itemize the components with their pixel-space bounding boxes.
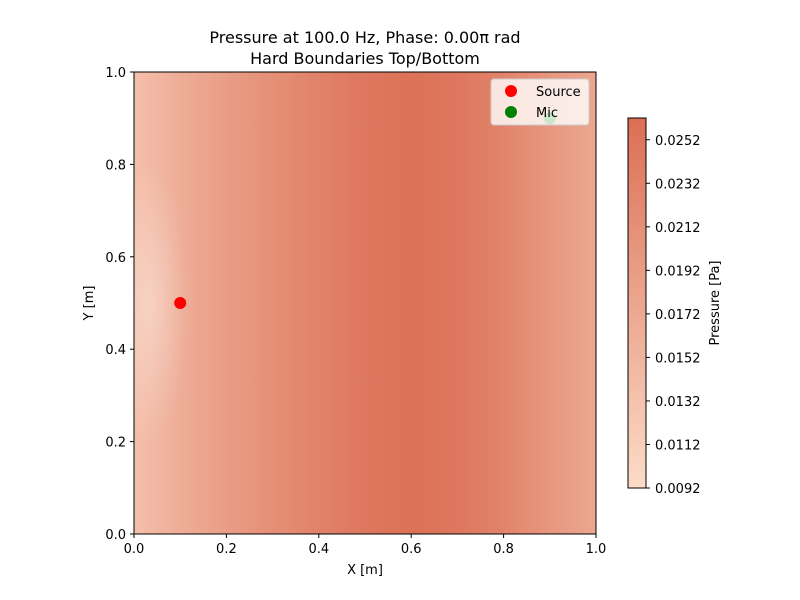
- y-axis-ticks: 0.0 0.2 0.4 0.6 0.8 1.0: [105, 66, 134, 543]
- x-axis-ticks: 0.0 0.2 0.4 0.6 0.8 1.0: [124, 534, 607, 557]
- y-tick-label: 0.4: [105, 343, 126, 358]
- legend-marker-mic: [505, 106, 517, 118]
- x-tick-label: 0.0: [124, 542, 145, 557]
- colorbar-tick-label: 0.0192: [655, 264, 701, 279]
- colorbar-tick-label: 0.0092: [655, 482, 701, 497]
- colorbar-tick-label: 0.0172: [655, 308, 701, 323]
- x-tick-label: 0.6: [401, 542, 422, 557]
- plot-frame: [133, 71, 597, 535]
- y-tick-label: 1.0: [105, 66, 126, 81]
- legend-label-mic: Mic: [536, 106, 558, 121]
- plot-area: [110, 71, 597, 535]
- colorbar-tick-label: 0.0212: [655, 221, 701, 236]
- chart-title: Pressure at 100.0 Hz, Phase: 0.00π rad: [209, 28, 520, 47]
- colorbar-ticks: 0.0092 0.0112 0.0132 0.0152 0.0172 0.0192 0.02…: [646, 134, 701, 497]
- y-tick-label: 0.8: [105, 158, 126, 173]
- y-tick-label: 0.6: [105, 251, 126, 266]
- y-tick-label: 0.0: [105, 528, 126, 543]
- y-tick-label: 0.2: [105, 436, 126, 451]
- legend-marker-source: [505, 85, 517, 97]
- colorbar-tick-label: 0.0112: [655, 438, 701, 453]
- source-glow: [110, 163, 190, 443]
- colorbar-tick-label: 0.0252: [655, 134, 701, 149]
- x-axis-label: X [m]: [347, 563, 383, 578]
- colorbar-fill: [628, 118, 646, 488]
- chart-subtitle: Hard Boundaries Top/Bottom: [250, 49, 480, 68]
- colorbar-label: Pressure [Pa]: [708, 260, 723, 345]
- legend: Source Mic: [490, 78, 590, 126]
- marker-source: [174, 297, 187, 309]
- colorbar-frame: [627, 117, 647, 489]
- colorbar-tick-label: 0.0132: [655, 395, 701, 410]
- x-tick-label: 0.8: [493, 542, 514, 557]
- colorbar: 0.0092 0.0112 0.0132 0.0152 0.0172 0.0192 0.02…: [627, 117, 723, 497]
- pressure-field: [134, 72, 596, 534]
- y-axis-label: Y [m]: [82, 286, 97, 322]
- colorbar-tick-label: 0.0152: [655, 351, 701, 366]
- x-tick-label: 1.0: [586, 542, 607, 557]
- colorbar-tick-label: 0.0232: [655, 177, 701, 192]
- x-tick-label: 0.2: [216, 542, 237, 557]
- legend-label-source: Source: [536, 85, 581, 100]
- x-tick-label: 0.4: [308, 542, 329, 557]
